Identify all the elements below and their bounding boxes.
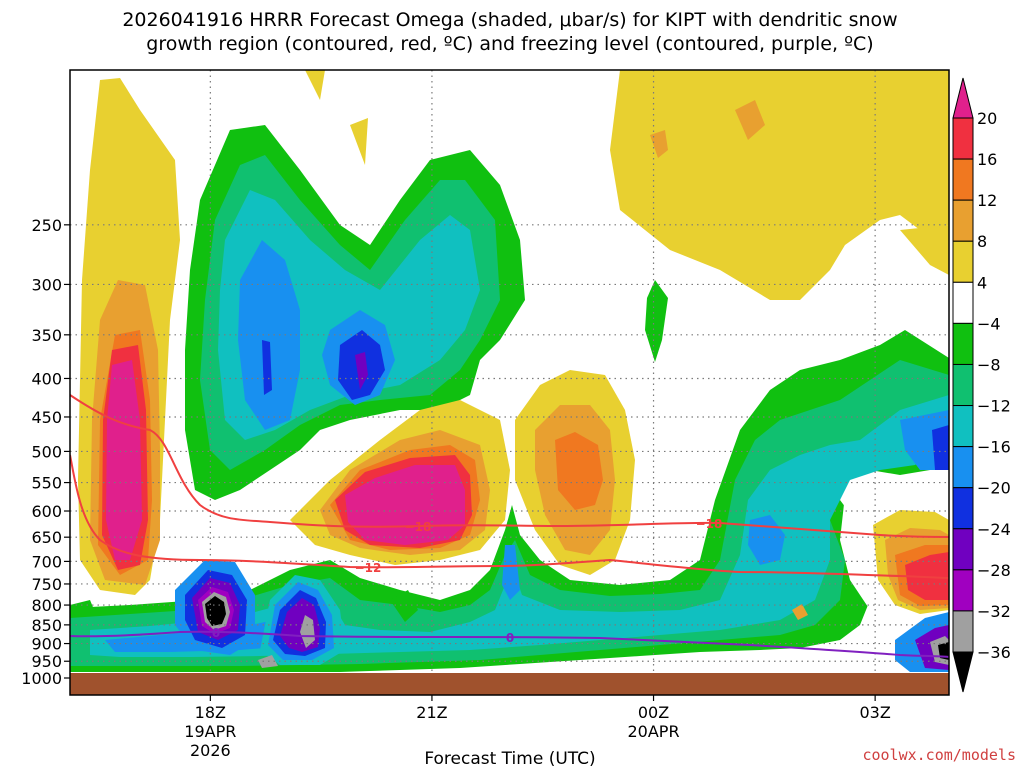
y-axis: 2503003504004505005506006507007508008509… — [21, 216, 70, 688]
omega-region — [610, 70, 949, 300]
omega-region — [355, 352, 368, 390]
y-tick-label: 1000 — [21, 669, 62, 688]
y-tick-label: 300 — [31, 275, 62, 294]
colorbar: 20 16 12 8 4 −4 −8 −12 −16 −20 −24 −28 −32 −36 — [952, 77, 1011, 693]
colorbar-segment — [952, 363, 974, 407]
y-tick-label: 850 — [31, 616, 62, 635]
omega-region — [650, 130, 668, 158]
dendritic-label: −18 — [405, 520, 432, 534]
y-tick-label: 600 — [31, 502, 62, 521]
colorbar-label: −20 — [977, 479, 1011, 498]
x-tick-label: 03Z — [859, 703, 890, 722]
omega-region — [938, 642, 949, 660]
omega-region — [390, 590, 418, 622]
colorbar-segment — [952, 199, 974, 242]
y-tick-label: 500 — [31, 442, 62, 461]
y-tick-label: 250 — [31, 216, 62, 235]
freezing-label: 0 — [212, 626, 220, 640]
colorbar-segment — [952, 610, 974, 653]
colorbar-segment — [952, 322, 974, 365]
omega-region — [305, 70, 325, 100]
colorbar-segment — [952, 446, 974, 489]
colorbar-segment — [952, 569, 974, 612]
colorbar-segment — [952, 240, 974, 283]
freezing-level-contour — [70, 630, 949, 658]
colorbar-label: −28 — [977, 561, 1011, 580]
omega-region — [262, 340, 272, 395]
x-tick-label: 2026 — [190, 741, 231, 760]
colorbar-label: −24 — [977, 520, 1011, 539]
colorbar-label: −4 — [977, 314, 1001, 333]
x-axis-label: Forecast Time (UTC) — [424, 749, 595, 768]
x-tick-label: 18Z — [195, 703, 226, 722]
ground-shading — [70, 673, 949, 695]
plot-frame — [69, 69, 950, 696]
y-tick-label: 400 — [31, 369, 62, 388]
colorbar-segment — [952, 281, 974, 324]
y-tick-label: 700 — [31, 552, 62, 571]
contour-labels: −18 −18 −12 0 0 — [212, 517, 723, 645]
omega-region — [300, 615, 315, 648]
colorbar-label: −12 — [977, 397, 1011, 416]
y-tick-label: 350 — [31, 326, 62, 345]
grid-lines — [70, 70, 949, 673]
y-tick-label: 800 — [31, 596, 62, 615]
colorbar-label: 20 — [977, 109, 997, 128]
chart-title-line1: 2026041916 HRRR Forecast Omega (shaded, … — [122, 9, 897, 31]
dendritic-contour-upper — [70, 394, 949, 538]
dendritic-label: −18 — [696, 517, 723, 531]
y-tick-label: 900 — [31, 635, 62, 654]
omega-region — [106, 360, 142, 560]
colorbar-label: 16 — [977, 150, 997, 169]
dendritic-contour-lower — [70, 454, 949, 579]
colorbar-bottom-arrow — [952, 651, 974, 693]
x-tick-label: 00Z — [638, 703, 669, 722]
omega-shading — [70, 70, 949, 672]
dendritic-label: −12 — [355, 561, 382, 575]
omega-region — [70, 600, 95, 615]
omega-region — [90, 395, 949, 657]
omega-region — [645, 280, 668, 362]
colorbar-segment — [952, 117, 974, 160]
x-tick-label: 21Z — [416, 703, 447, 722]
colorbar-segment — [952, 158, 974, 201]
colorbar-label: −16 — [977, 438, 1011, 457]
colorbar-label: −8 — [977, 355, 1001, 374]
omega-region — [792, 604, 808, 620]
plot-area: −18 −18 −12 0 0 — [69, 69, 950, 696]
colorbar-segment — [952, 528, 974, 571]
omega-region — [502, 545, 520, 600]
colorbar-label: 12 — [977, 191, 997, 210]
omega-region — [555, 432, 603, 510]
x-tick-label: 19APR — [184, 722, 236, 741]
omega-region — [932, 425, 949, 470]
omega-region — [735, 100, 765, 140]
y-tick-label: 450 — [31, 408, 62, 427]
y-tick-label: 750 — [31, 575, 62, 594]
chart-title-line2: growth region (contoured, red, ºC) and f… — [146, 33, 873, 55]
omega-region — [900, 225, 949, 275]
y-tick-label: 950 — [31, 652, 62, 671]
x-axis: 18Z19APR202621Z00Z20APR03Z06Z09Z — [184, 695, 891, 760]
freezing-label: 0 — [506, 631, 514, 645]
colorbar-label: −32 — [977, 602, 1011, 621]
colorbar-segment — [952, 487, 974, 530]
omega-region — [905, 552, 949, 600]
colorbar-segment — [952, 405, 974, 448]
omega-region — [350, 118, 368, 165]
y-tick-label: 650 — [31, 528, 62, 547]
site-credit: coolwx.com/models — [862, 746, 1016, 764]
x-tick-label: 20APR — [627, 722, 679, 741]
colorbar-label: 8 — [977, 232, 987, 251]
y-tick-label: 550 — [31, 474, 62, 493]
colorbar-label: −36 — [977, 643, 1011, 662]
colorbar-top-arrow — [952, 77, 974, 119]
colorbar-label: 4 — [977, 273, 987, 292]
